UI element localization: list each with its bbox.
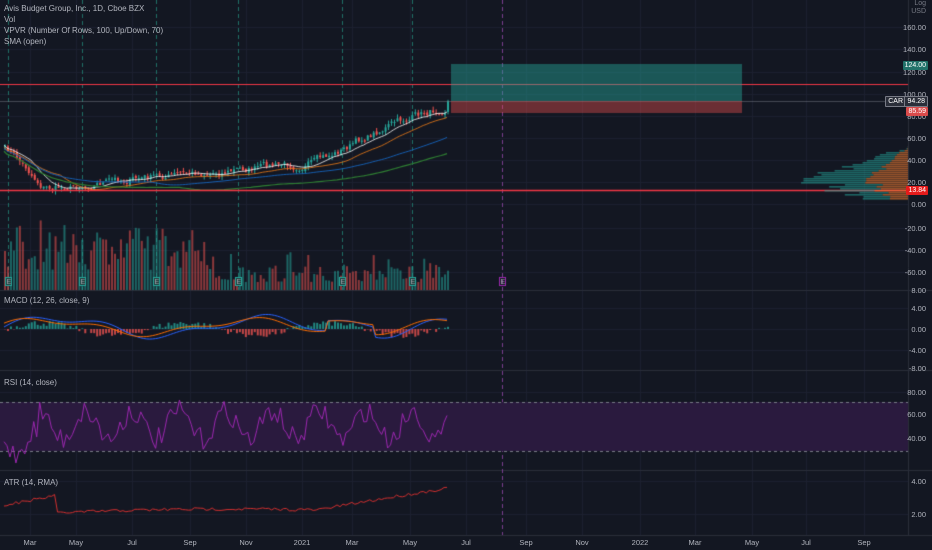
vpvr-legend[interactable]: VPVR (Number Of Rows, 100, Up/Down, 70): [4, 26, 164, 35]
support-price-tag: 13.84: [906, 186, 928, 195]
macd-label[interactable]: MACD (12, 26, close, 9): [4, 296, 90, 305]
rsi-label[interactable]: RSI (14, close): [4, 378, 57, 387]
scale-mode: Log: [914, 0, 926, 7]
symbol-title[interactable]: Avis Budget Group, Inc., 1D, Cboe BZX: [4, 4, 145, 13]
sma-legend[interactable]: SMA (open): [4, 37, 47, 46]
currency-label[interactable]: Log USD: [911, 0, 926, 15]
atr-label[interactable]: ATR (14, RMA): [4, 478, 59, 487]
stop-price-tag: 85.59: [906, 107, 928, 116]
symbol-legend: Avis Budget Group, Inc., 1D, Cboe BZX Vo…: [4, 3, 163, 47]
ticker-tag: CAR: [885, 96, 906, 107]
target-price-tag: 124.00: [902, 61, 928, 70]
last-price-tag: 94.28: [904, 96, 928, 107]
volume-legend[interactable]: Vol: [4, 15, 16, 24]
